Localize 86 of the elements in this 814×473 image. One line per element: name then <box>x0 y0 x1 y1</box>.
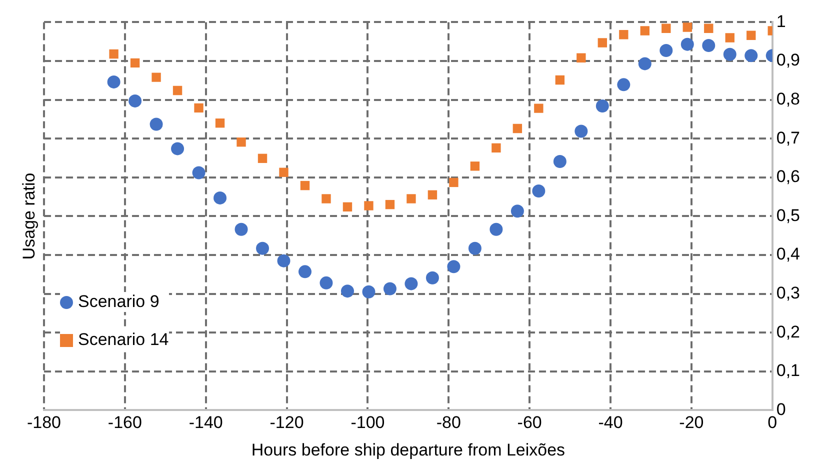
point <box>171 142 184 156</box>
point <box>598 38 608 48</box>
x-tick-label: -100 <box>350 413 385 432</box>
x-tick-label: -160 <box>108 413 142 432</box>
point <box>322 194 331 204</box>
point <box>172 86 182 96</box>
point <box>638 57 652 70</box>
point <box>277 254 290 268</box>
x-tick-label: -140 <box>188 413 223 432</box>
point <box>680 38 694 51</box>
y-tick-label: 0,5 <box>776 206 800 225</box>
point <box>236 137 246 147</box>
point <box>468 242 482 255</box>
legend-label: Scenario 9 <box>78 292 160 312</box>
y-axis-title: Usage ratio <box>20 172 39 260</box>
point <box>490 222 503 236</box>
point <box>362 285 376 298</box>
point <box>279 168 288 177</box>
point <box>364 201 374 210</box>
point <box>746 30 756 40</box>
legend-label: Scenario 14 <box>78 330 169 350</box>
point <box>215 118 225 128</box>
point <box>426 271 439 284</box>
y-tick-label: 0,3 <box>776 283 800 302</box>
point <box>555 75 565 85</box>
point <box>744 49 758 62</box>
x-tick-label: -80 <box>436 413 461 432</box>
y-tick-label: 0,2 <box>776 322 800 342</box>
point <box>470 162 480 171</box>
point <box>640 26 650 36</box>
point <box>150 118 163 131</box>
point <box>107 75 120 88</box>
point <box>682 22 692 32</box>
point <box>192 166 206 180</box>
y-tick-label: 0 <box>776 400 786 419</box>
point <box>404 277 418 290</box>
point <box>725 33 734 42</box>
point <box>340 284 354 298</box>
point <box>704 24 714 34</box>
point <box>574 124 588 138</box>
point <box>300 180 310 190</box>
point <box>234 222 248 236</box>
x-axis-title: Hours before ship departure from Leixões <box>251 440 566 460</box>
point <box>406 194 416 204</box>
point <box>723 48 736 61</box>
point <box>109 49 118 59</box>
point <box>130 58 140 68</box>
y-tick-label: 0,4 <box>776 244 800 264</box>
point <box>194 103 204 113</box>
y-tick-label: 0,6 <box>776 167 800 186</box>
point <box>449 178 458 188</box>
x-tick-label: -180 <box>26 413 62 432</box>
point <box>576 53 586 62</box>
point <box>512 124 522 134</box>
point <box>447 260 460 274</box>
point <box>258 154 268 163</box>
x-tick-label: -120 <box>270 413 304 432</box>
point <box>383 282 396 296</box>
y-tick-label: 0,1 <box>776 361 800 380</box>
y-tick-label: 1 <box>776 12 786 31</box>
y-tick-label: 0,8 <box>776 89 800 108</box>
point <box>428 190 438 200</box>
point <box>152 72 161 82</box>
y-tick-label: 0,7 <box>776 128 800 148</box>
point <box>510 204 524 218</box>
point <box>662 24 671 34</box>
point <box>660 44 673 58</box>
point <box>617 78 630 92</box>
point <box>256 242 270 255</box>
point <box>342 202 352 212</box>
point <box>532 184 546 198</box>
point <box>596 100 609 113</box>
point <box>320 276 333 290</box>
x-tick-label: -60 <box>517 413 542 432</box>
point <box>128 94 142 108</box>
y-tick-label: 0,9 <box>776 50 800 70</box>
x-tick-label: -40 <box>598 413 623 432</box>
point <box>385 200 395 210</box>
point <box>534 104 544 113</box>
point <box>553 154 566 168</box>
point <box>298 265 312 278</box>
point <box>702 38 716 52</box>
point <box>214 191 227 204</box>
x-tick-label: -20 <box>679 413 704 432</box>
point <box>492 143 501 153</box>
point <box>619 30 628 40</box>
